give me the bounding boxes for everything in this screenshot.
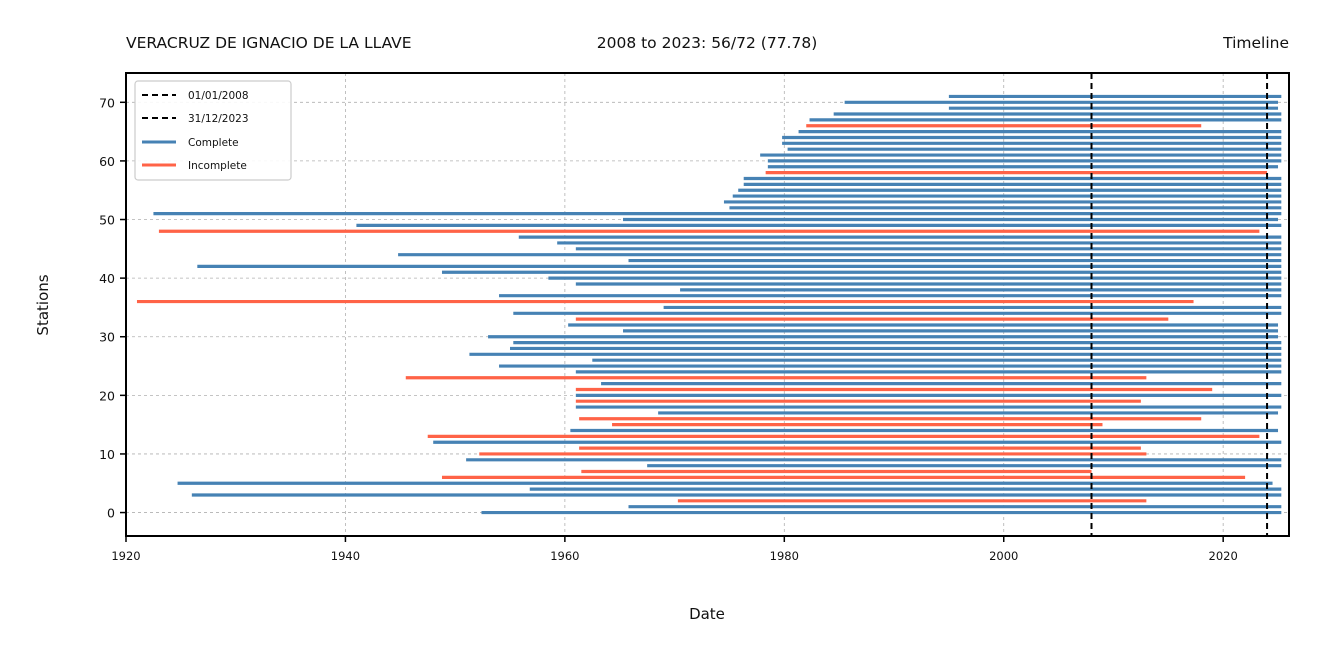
x-tick-label: 2000: [989, 549, 1018, 563]
x-tick-label: 1940: [331, 549, 360, 563]
y-tick-label: 30: [99, 330, 115, 345]
x-axis-label: Date: [689, 605, 725, 623]
chart-title-center: 2008 to 2023: 56/72 (77.78): [597, 34, 818, 52]
y-tick-label: 60: [99, 154, 115, 169]
legend-box: [134, 80, 292, 181]
bars-layer: [136, 94, 1282, 515]
y-axis-label: Stations: [34, 274, 52, 335]
legend-label-end-date: 31/12/2023: [188, 113, 249, 125]
x-tick-label: 1960: [550, 549, 579, 563]
y-tick-label: 0: [107, 506, 115, 521]
plot-frame: [125, 72, 1290, 537]
legend-label-start-date: 01/01/2008: [188, 90, 249, 102]
y-tick-label: 20: [99, 388, 115, 403]
x-tick-label: 2020: [1209, 549, 1238, 563]
chart-title-right: Timeline: [1222, 34, 1289, 52]
vline-layer: [1090, 73, 1269, 536]
y-tick-label: 40: [99, 271, 115, 286]
x-tick-label: 1920: [111, 549, 140, 563]
y-tick-label: 10: [99, 447, 115, 462]
legend: 01/01/2008 31/12/2023 Complete Incomplet…: [134, 80, 292, 181]
x-tick-label: 1980: [770, 549, 799, 563]
legend-label-complete: Complete: [188, 137, 239, 149]
y-tick-label: 70: [99, 95, 115, 110]
legend-label-incomplete: Incomplete: [188, 160, 247, 172]
x-tick-layer: 1920 1940 1960 1980 2000 2020: [111, 536, 1238, 563]
y-tick-label: 50: [99, 213, 115, 228]
chart-title-left: VERACRUZ DE IGNACIO DE LA LLAVE: [126, 34, 412, 52]
y-tick-layer: 0 10 20 30 40 50 60 70: [99, 95, 126, 521]
